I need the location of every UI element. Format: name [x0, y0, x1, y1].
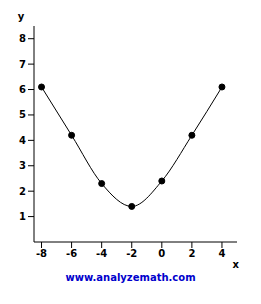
svg-text:5: 5 — [19, 109, 26, 120]
svg-text:6: 6 — [19, 84, 26, 95]
svg-text:3: 3 — [19, 160, 26, 171]
svg-text:4: 4 — [19, 135, 26, 146]
svg-text:2: 2 — [19, 186, 26, 197]
svg-text:0: 0 — [158, 248, 165, 259]
svg-text:-6: -6 — [66, 248, 77, 259]
svg-text:7: 7 — [19, 59, 26, 70]
html-text:www.analyzemath.com: www.analyzemath.com — [65, 272, 196, 283]
svg-text:-8: -8 — [36, 248, 47, 259]
svg-text:2: 2 — [188, 248, 195, 259]
svg-text:y: y — [18, 11, 25, 22]
svg-text:1: 1 — [19, 211, 26, 222]
svg-text:x: x — [233, 259, 240, 270]
svg-text:-4: -4 — [96, 248, 107, 259]
svg-text:8: 8 — [19, 33, 26, 44]
svg-text:-2: -2 — [126, 248, 137, 259]
svg-text:4: 4 — [218, 248, 225, 259]
